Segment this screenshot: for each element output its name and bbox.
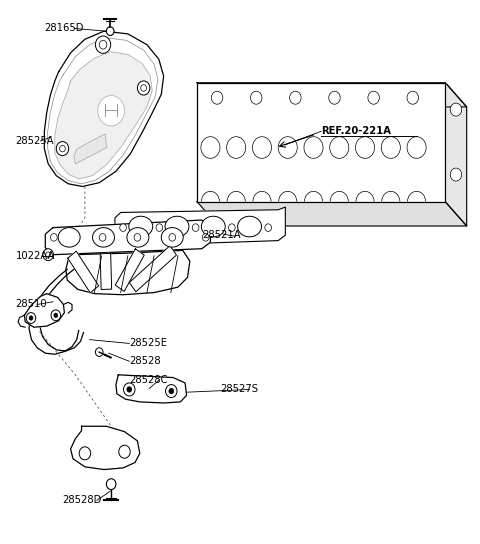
Circle shape xyxy=(192,224,199,231)
Circle shape xyxy=(368,91,379,104)
Circle shape xyxy=(54,313,58,318)
Circle shape xyxy=(228,224,235,231)
Text: 28521A: 28521A xyxy=(202,230,240,240)
Circle shape xyxy=(141,85,146,91)
Circle shape xyxy=(407,91,419,104)
Circle shape xyxy=(29,316,33,320)
Text: 28528C: 28528C xyxy=(129,375,168,385)
Circle shape xyxy=(120,224,126,231)
Text: 28525E: 28525E xyxy=(129,338,168,349)
Circle shape xyxy=(330,137,349,158)
Text: 28165D: 28165D xyxy=(44,23,84,33)
Polygon shape xyxy=(66,250,190,295)
Circle shape xyxy=(98,96,124,126)
Circle shape xyxy=(201,137,220,158)
Circle shape xyxy=(96,36,111,53)
Text: 1022AA: 1022AA xyxy=(16,251,55,261)
Polygon shape xyxy=(116,375,187,403)
Polygon shape xyxy=(45,220,210,255)
Text: 28528D: 28528D xyxy=(62,496,102,505)
Circle shape xyxy=(51,310,60,321)
Polygon shape xyxy=(24,294,64,327)
Circle shape xyxy=(407,137,426,158)
Circle shape xyxy=(450,168,462,181)
Text: 28527S: 28527S xyxy=(220,385,258,394)
Polygon shape xyxy=(71,426,140,469)
Circle shape xyxy=(107,27,114,35)
Polygon shape xyxy=(74,134,107,164)
Ellipse shape xyxy=(238,217,262,237)
Circle shape xyxy=(251,91,262,104)
Polygon shape xyxy=(115,207,285,246)
Circle shape xyxy=(265,224,272,231)
Ellipse shape xyxy=(58,227,80,247)
Circle shape xyxy=(43,249,53,261)
Circle shape xyxy=(127,387,132,392)
Polygon shape xyxy=(68,251,99,293)
Circle shape xyxy=(56,141,69,156)
Circle shape xyxy=(107,479,116,490)
Ellipse shape xyxy=(129,217,153,237)
Circle shape xyxy=(169,233,176,241)
Circle shape xyxy=(202,233,209,241)
Circle shape xyxy=(356,137,374,158)
Circle shape xyxy=(304,137,323,158)
Circle shape xyxy=(96,348,103,356)
Polygon shape xyxy=(129,246,177,292)
Circle shape xyxy=(123,383,135,396)
Circle shape xyxy=(60,145,65,152)
Polygon shape xyxy=(55,52,152,179)
Circle shape xyxy=(50,233,57,241)
Circle shape xyxy=(329,91,340,104)
Circle shape xyxy=(289,91,301,104)
Ellipse shape xyxy=(161,227,183,247)
Circle shape xyxy=(46,252,50,257)
Text: 28510: 28510 xyxy=(16,300,48,310)
Circle shape xyxy=(227,137,246,158)
Polygon shape xyxy=(197,83,467,107)
Circle shape xyxy=(156,224,163,231)
Circle shape xyxy=(169,388,174,394)
Circle shape xyxy=(450,103,462,116)
Circle shape xyxy=(211,91,223,104)
Circle shape xyxy=(79,447,91,460)
Polygon shape xyxy=(197,83,445,202)
Circle shape xyxy=(166,385,177,398)
Ellipse shape xyxy=(201,217,225,237)
Ellipse shape xyxy=(165,217,189,237)
Ellipse shape xyxy=(127,227,149,247)
Circle shape xyxy=(134,233,141,241)
Circle shape xyxy=(99,40,107,49)
Polygon shape xyxy=(115,249,144,292)
Polygon shape xyxy=(445,83,467,226)
Text: REF.20-221A: REF.20-221A xyxy=(321,126,391,137)
Text: 28528: 28528 xyxy=(129,356,161,366)
Circle shape xyxy=(137,81,150,95)
Circle shape xyxy=(99,233,106,241)
Circle shape xyxy=(252,137,272,158)
Circle shape xyxy=(381,137,400,158)
Polygon shape xyxy=(197,202,467,226)
Circle shape xyxy=(26,313,36,324)
Circle shape xyxy=(119,445,130,458)
Polygon shape xyxy=(44,31,164,187)
Text: 28525A: 28525A xyxy=(16,136,54,146)
Circle shape xyxy=(278,137,297,158)
Ellipse shape xyxy=(93,227,115,247)
Polygon shape xyxy=(100,254,112,289)
